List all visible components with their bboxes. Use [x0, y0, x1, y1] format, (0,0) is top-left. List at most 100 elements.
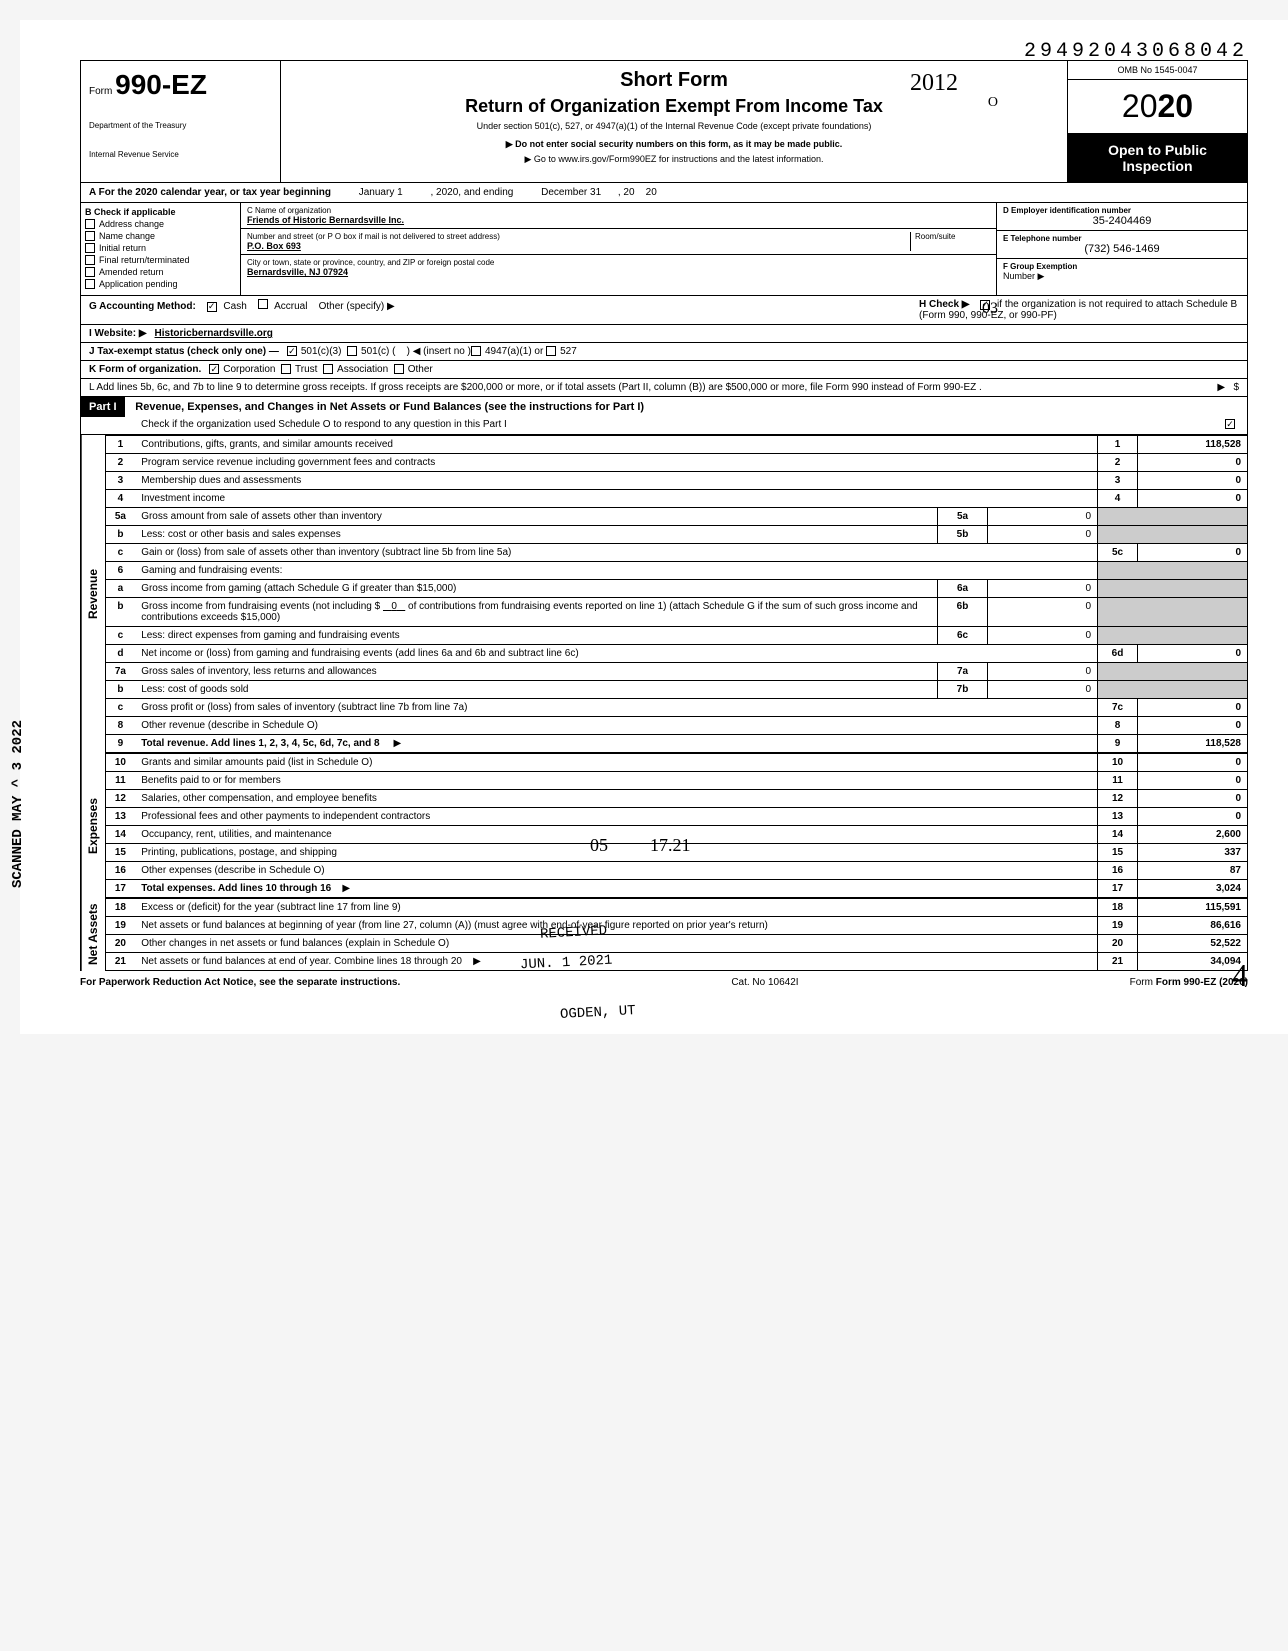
footer-right: Form Form 990-EZ (2020): [1130, 977, 1248, 988]
label-phone: E Telephone number: [1003, 234, 1241, 243]
cb-501c[interactable]: [347, 346, 357, 356]
l-text: L Add lines 5b, 6c, and 7b to line 9 to …: [89, 382, 1217, 393]
dept-treasury: Department of the Treasury: [89, 121, 272, 130]
website: Historicbernardsville.org: [155, 328, 273, 339]
line-4: 4Investment income40: [105, 490, 1247, 508]
handwritten-05: 05: [590, 835, 608, 856]
form-page: 29492043068042 2012 O 03 05 17.21 4 SCAN…: [20, 20, 1288, 1034]
page-footer: For Paperwork Reduction Act Notice, see …: [80, 971, 1248, 994]
revenue-table: 1Contributions, gifts, grants, and simil…: [105, 435, 1248, 753]
handwritten-year: 2012: [910, 70, 958, 97]
form-number: 990-EZ: [115, 69, 207, 100]
title-return: Return of Organization Exempt From Incom…: [289, 96, 1059, 117]
netassets-section: Net Assets 18Excess or (deficit) for the…: [80, 898, 1248, 971]
cb-schedule-o[interactable]: ✓: [1225, 419, 1235, 429]
line-6a: aGross income from gaming (attach Schedu…: [105, 580, 1247, 598]
cb-initial-return[interactable]: Initial return: [85, 243, 236, 253]
ein: 35-2404469: [1003, 215, 1241, 227]
row-k: K Form of organization. ✓ Corporation Tr…: [81, 361, 1247, 379]
label-city: City or town, state or province, country…: [247, 258, 990, 267]
line-18: 18Excess or (deficit) for the year (subt…: [105, 899, 1247, 917]
g-label: G Accounting Method:: [89, 301, 196, 312]
cb-cash[interactable]: ✓: [207, 302, 217, 312]
handwritten-bracket: 17.21: [650, 835, 691, 856]
form-header: Form 990-EZ Department of the Treasury I…: [80, 60, 1248, 183]
line-1: 1Contributions, gifts, grants, and simil…: [105, 436, 1247, 454]
section-b-header: B Check if applicable: [85, 207, 236, 217]
handwritten-4: 4: [1232, 957, 1248, 994]
line-19: 19Net assets or fund balances at beginni…: [105, 917, 1247, 935]
row-i: I Website: ▶ Historicbernardsville.org: [81, 325, 1247, 343]
line-7a: 7aGross sales of inventory, less returns…: [105, 663, 1247, 681]
line-8: 8Other revenue (describe in Schedule O)8…: [105, 717, 1247, 735]
header-left: Form 990-EZ Department of the Treasury I…: [81, 61, 281, 182]
line-5c: cGain or (loss) from sale of assets othe…: [105, 544, 1247, 562]
label-room: Room/suite: [915, 232, 990, 241]
form-prefix: Form: [89, 86, 112, 97]
line-10: 10Grants and similar amounts paid (list …: [105, 754, 1247, 772]
tax-year: 2020: [1068, 80, 1247, 134]
footer-left: For Paperwork Reduction Act Notice, see …: [80, 977, 400, 988]
cb-address-change[interactable]: Address change: [85, 219, 236, 229]
cb-accrual[interactable]: [258, 299, 268, 309]
k-label: K Form of organization.: [89, 364, 201, 375]
line-2: 2Program service revenue including gover…: [105, 454, 1247, 472]
row-a-tax-year: A For the 2020 calendar year, or tax yea…: [80, 183, 1248, 203]
row-j: J Tax-exempt status (check only one) — ✓…: [81, 343, 1247, 361]
cb-association[interactable]: [323, 364, 333, 374]
line-17: 17Total expenses. Add lines 10 through 1…: [105, 880, 1247, 898]
revenue-side-label: Revenue: [81, 435, 105, 753]
cb-name-change[interactable]: Name change: [85, 231, 236, 241]
label-ein: D Employer identification number: [1003, 206, 1241, 215]
part1-label: Part I: [81, 397, 125, 417]
cb-final-return[interactable]: Final return/terminated: [85, 255, 236, 265]
subtitle: Under section 501(c), 527, or 4947(a)(1)…: [289, 121, 1059, 131]
city: Bernardsville, NJ 07924: [247, 267, 990, 277]
line-16: 16Other expenses (describe in Schedule O…: [105, 862, 1247, 880]
scanned-stamp: SCANNED MAY ^ 3 2022: [10, 720, 26, 888]
goto-link: ▶ Go to www.irs.gov/Form990EZ for instru…: [289, 154, 1059, 165]
line-9: 9Total revenue. Add lines 1, 2, 3, 4, 5c…: [105, 735, 1247, 753]
label-group: F Group Exemption: [1003, 262, 1241, 271]
section-b: B Check if applicable Address change Nam…: [81, 203, 241, 295]
line-12: 12Salaries, other compensation, and empl…: [105, 790, 1247, 808]
netassets-side-label: Net Assets: [81, 898, 105, 971]
org-name: Friends of Historic Bernardsville Inc.: [247, 215, 990, 225]
line-6d: dNet income or (loss) from gaming and fu…: [105, 645, 1247, 663]
handwritten-03: 03: [982, 300, 998, 318]
line-6c: cLess: direct expenses from gaming and f…: [105, 627, 1247, 645]
phone: (732) 546-1469: [1003, 243, 1241, 255]
row-g-h: G Accounting Method: ✓ Cash Accrual Othe…: [81, 296, 1247, 325]
line-11: 11Benefits paid to or for members110: [105, 772, 1247, 790]
part1-title: Revenue, Expenses, and Changes in Net As…: [127, 397, 652, 417]
i-label: I Website: ▶: [89, 328, 147, 339]
cb-corporation[interactable]: ✓: [209, 364, 219, 374]
cb-other-org[interactable]: [394, 364, 404, 374]
j-label: J Tax-exempt status (check only one) —: [89, 346, 279, 357]
cb-application-pending[interactable]: Application pending: [85, 279, 236, 289]
cb-501c3[interactable]: ✓: [287, 346, 297, 356]
netassets-table: 18Excess or (deficit) for the year (subt…: [105, 898, 1248, 971]
omb-number: OMB No 1545-0047: [1068, 61, 1247, 80]
row-l: L Add lines 5b, 6c, and 7b to line 9 to …: [81, 379, 1247, 396]
label-group-number: Number ▶: [1003, 271, 1241, 282]
section-c: C Name of organization Friends of Histor…: [241, 203, 997, 295]
line-20: 20Other changes in net assets or fund ba…: [105, 935, 1247, 953]
cb-527[interactable]: [546, 346, 556, 356]
ssn-notice: ▶ Do not enter social security numbers o…: [289, 139, 1059, 150]
line-6b: bGross income from fundraising events (n…: [105, 598, 1247, 627]
cb-trust[interactable]: [281, 364, 291, 374]
dept-irs: Internal Revenue Service: [89, 150, 272, 159]
line-5b: bLess: cost or other basis and sales exp…: [105, 526, 1247, 544]
line-5a: 5aGross amount from sale of assets other…: [105, 508, 1247, 526]
document-locator-number: 29492043068042: [1024, 40, 1248, 63]
revenue-section: Revenue 1Contributions, gifts, grants, a…: [80, 435, 1248, 753]
h-label: H Check ▶: [919, 299, 969, 310]
public-inspection: Open to Public Inspection: [1068, 134, 1247, 182]
line-21: 21Net assets or fund balances at end of …: [105, 953, 1247, 971]
cb-amended-return[interactable]: Amended return: [85, 267, 236, 277]
line-6: 6Gaming and fundraising events:: [105, 562, 1247, 580]
ogden-stamp: OGDEN, UT: [560, 1003, 636, 1023]
expenses-table: 10Grants and similar amounts paid (list …: [105, 753, 1248, 898]
cb-4947[interactable]: [471, 346, 481, 356]
